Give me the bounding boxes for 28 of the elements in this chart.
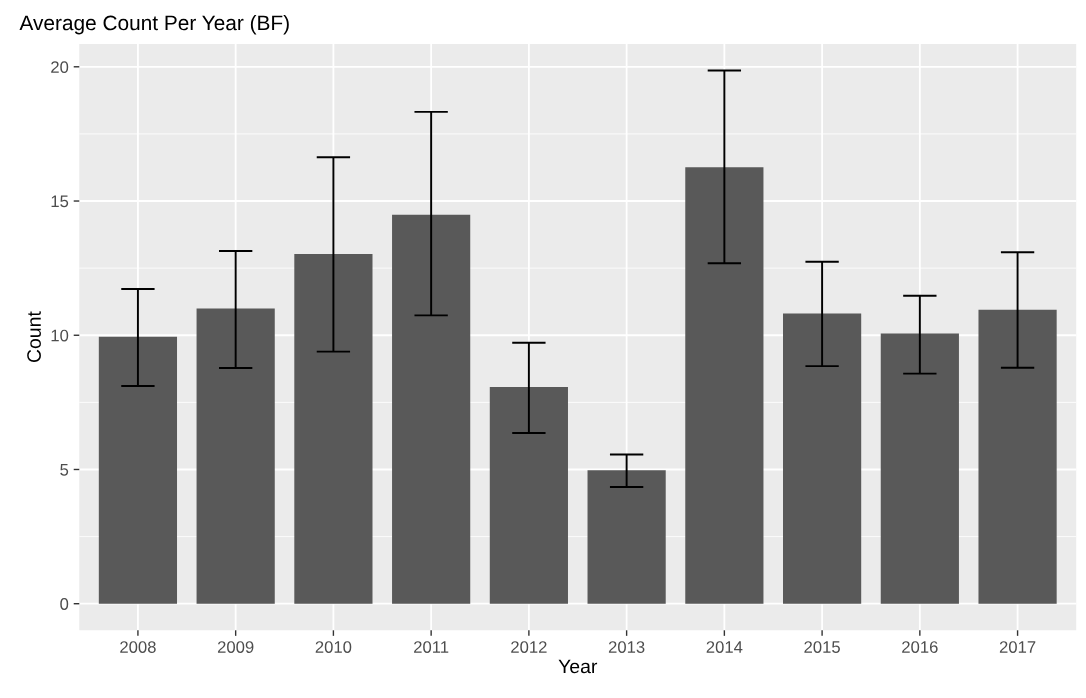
x-tick-label: 2008 — [120, 641, 156, 653]
x-tick-label: 2017 — [999, 641, 1036, 653]
x-tick-label: 2011 — [414, 641, 449, 653]
bar — [587, 470, 666, 604]
bar — [196, 308, 275, 604]
x-tick-label: 2012 — [511, 641, 547, 653]
bar — [880, 333, 959, 604]
bar — [978, 309, 1057, 604]
x-tick-label: 2014 — [706, 641, 743, 653]
x-tick-label: 2016 — [902, 641, 938, 653]
y-tick-label: 20 — [51, 61, 69, 73]
bar — [783, 313, 862, 604]
x-tick-label: 2015 — [804, 641, 840, 653]
bar — [294, 253, 373, 604]
y-tick-label: 10 — [51, 329, 69, 342]
bar — [98, 336, 178, 604]
bar — [685, 167, 764, 604]
y-axis-title: Count — [27, 311, 41, 363]
x-axis-title: Year — [558, 659, 598, 674]
y-tick-label: 0 — [60, 598, 69, 610]
x-tick-label: 2009 — [217, 641, 254, 653]
chart-title: Average Count Per Year (BF) — [19, 14, 289, 35]
bar — [392, 214, 471, 604]
x-tick-label: 2013 — [608, 641, 645, 653]
y-tick-label: 15 — [51, 195, 69, 208]
y-tick-label: 5 — [60, 464, 69, 476]
x-tick-label: 2010 — [315, 641, 352, 653]
bar — [489, 387, 568, 604]
